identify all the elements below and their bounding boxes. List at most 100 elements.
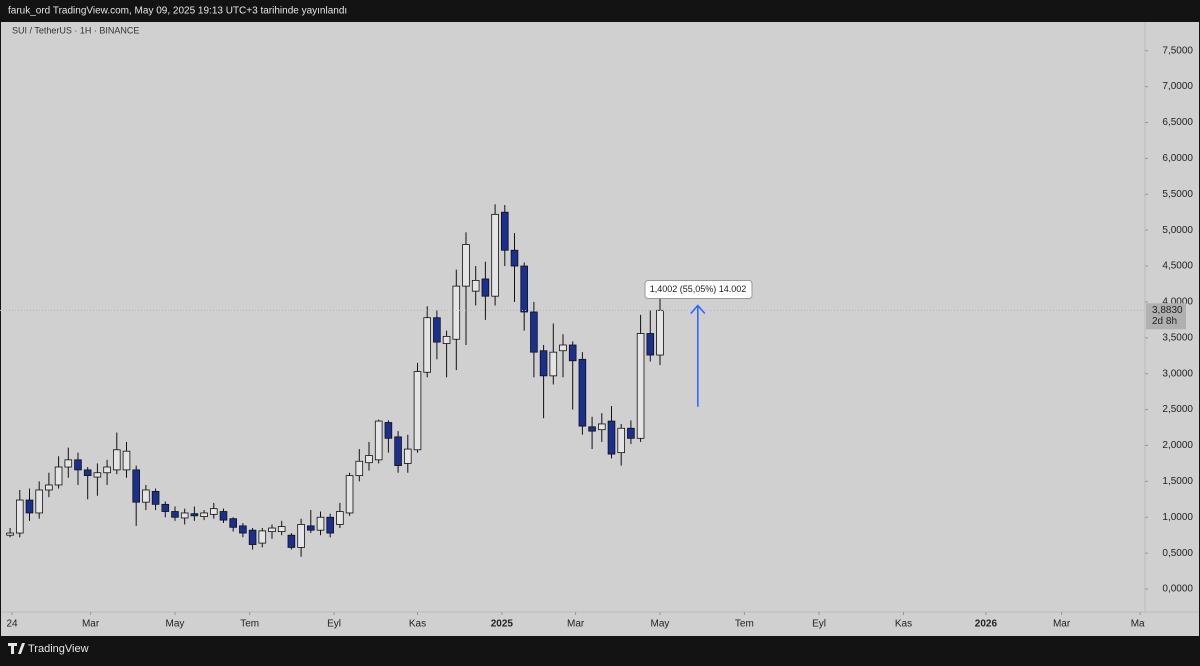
candle-body-up bbox=[64, 459, 73, 468]
y-tick-label: 5,5000 bbox=[1162, 189, 1193, 200]
candle-body-up bbox=[656, 309, 664, 356]
candle-body-up bbox=[258, 530, 267, 544]
candle-body-down bbox=[510, 249, 519, 267]
x-tick-label: May bbox=[166, 619, 185, 630]
y-tick-label: 6,5000 bbox=[1162, 117, 1193, 128]
x-tick-label: May bbox=[1131, 619, 1150, 630]
candle-body-up bbox=[54, 466, 63, 486]
footer: TradingView bbox=[28, 643, 89, 655]
candle-body-up bbox=[200, 512, 208, 517]
annotation: 1,4002 (55,05%) 14.002 bbox=[650, 284, 747, 294]
candle-body-down bbox=[248, 529, 257, 545]
candle-body-up bbox=[209, 508, 218, 515]
x-tick-label: 2026 bbox=[975, 619, 998, 630]
candle-body-up bbox=[122, 450, 131, 471]
candle-body-down bbox=[500, 211, 509, 251]
candle-body-up bbox=[617, 427, 625, 454]
candle-body-down bbox=[627, 427, 635, 439]
y-tick-label: 6,0000 bbox=[1162, 153, 1193, 164]
countdown: 2d 8h bbox=[1152, 316, 1177, 327]
candle-body-down bbox=[306, 525, 315, 531]
candle-body-down bbox=[219, 511, 228, 521]
candle-body-up bbox=[45, 484, 53, 491]
candle-body-up bbox=[491, 213, 499, 297]
candle-body-down bbox=[171, 511, 179, 518]
candle-body-up bbox=[35, 489, 43, 514]
candle-body-down bbox=[132, 469, 140, 503]
chart-background bbox=[1, 22, 1199, 636]
candle-body-down bbox=[287, 534, 296, 548]
y-tick-label: 7,5000 bbox=[1162, 45, 1193, 56]
axes: 0,0000 0,5000 1,0000 1,5000 2,0000 2,5000 3,00… bbox=[1145, 45, 1193, 595]
candle-body-up bbox=[471, 279, 480, 292]
candle-body-down bbox=[239, 525, 247, 534]
last-price-label: 3,8830 bbox=[1152, 305, 1183, 316]
candle-body-down bbox=[539, 350, 548, 377]
x-tick-label: Eyl bbox=[327, 619, 341, 630]
x-tick-label: 2025 bbox=[491, 619, 514, 630]
y-tick-label: 1,5000 bbox=[1162, 476, 1193, 487]
candle-body-up bbox=[103, 466, 111, 474]
candle-body-down bbox=[433, 317, 441, 343]
symbol: SUI / TetherUS · 1H · BINANCE bbox=[12, 25, 139, 35]
candle-body-up bbox=[355, 460, 364, 477]
y-tick-label: 3,5000 bbox=[1162, 332, 1193, 343]
candle-body-down bbox=[481, 278, 490, 297]
candle-body-down bbox=[161, 503, 170, 512]
y-tick-label: 2,5000 bbox=[1162, 404, 1193, 415]
y-tick-label: 0,0000 bbox=[1162, 584, 1193, 595]
candle-body-up bbox=[345, 475, 354, 514]
candle-body-up bbox=[142, 489, 150, 503]
candle-body-down bbox=[229, 518, 237, 528]
y-tick-label: 4,5000 bbox=[1162, 261, 1193, 272]
candle-body-up bbox=[180, 512, 189, 519]
y-tick-label: 3,0000 bbox=[1162, 368, 1193, 379]
x-tick-label: May bbox=[651, 619, 670, 630]
y-tick-label: 5,0000 bbox=[1162, 225, 1193, 236]
candle-body-up bbox=[597, 423, 606, 431]
header: faruk_ord TradingView.com, May 09, 2025 … bbox=[8, 6, 347, 17]
candle-body-down bbox=[25, 499, 34, 514]
x-tick-label: Mar bbox=[82, 619, 100, 630]
candle-body-up bbox=[423, 317, 431, 373]
candle-body-down bbox=[190, 513, 199, 517]
y-tick-label: 2,0000 bbox=[1162, 440, 1193, 451]
last-price-tag bbox=[1146, 303, 1186, 330]
arrow-head bbox=[690, 304, 706, 315]
candle-body-up bbox=[452, 285, 461, 340]
candle-body-down bbox=[520, 265, 528, 313]
candle-body-up bbox=[93, 472, 102, 478]
x-tick-label: Mar bbox=[567, 619, 585, 630]
candle-body-down bbox=[530, 311, 538, 353]
candle-body-up bbox=[316, 516, 325, 531]
x-tick-label: 24 bbox=[6, 619, 18, 630]
x-tick-label: Mar bbox=[1053, 619, 1071, 630]
candle-body-up bbox=[374, 420, 383, 461]
candle-body-up bbox=[442, 335, 451, 344]
candle-body-up bbox=[268, 527, 276, 533]
candle-body-down bbox=[394, 436, 402, 466]
candle-body-up bbox=[15, 499, 24, 534]
y-tick-label: 7,0000 bbox=[1162, 81, 1193, 92]
candle-body-down bbox=[74, 459, 82, 471]
x-tick-label: Tem bbox=[735, 619, 754, 630]
candle-body-down bbox=[384, 422, 393, 439]
y-tick-label: 4,0000 bbox=[1162, 297, 1193, 308]
candle-body-down bbox=[83, 469, 92, 477]
plot: 24 Mar May Tem Eyl Kas 2025 Mar May Tem Eyl Kas 2026… bbox=[0, 204, 1150, 630]
candle-body-up bbox=[297, 524, 305, 548]
candle-body-down bbox=[646, 333, 655, 356]
candle-body-up bbox=[6, 532, 14, 536]
candle-body-up bbox=[365, 455, 373, 464]
candle-body-down bbox=[151, 491, 160, 505]
candle-body-down bbox=[578, 358, 587, 427]
candle-body-down bbox=[568, 344, 577, 362]
candle-body-up bbox=[336, 511, 344, 525]
annotation-box bbox=[644, 280, 753, 300]
x-tick-label: Kas bbox=[895, 619, 912, 630]
x-tick-label: Eyl bbox=[812, 619, 826, 630]
candle-body-down bbox=[588, 426, 596, 432]
candle-body-down bbox=[326, 516, 334, 534]
y-tick-label: 1,0000 bbox=[1162, 512, 1193, 523]
